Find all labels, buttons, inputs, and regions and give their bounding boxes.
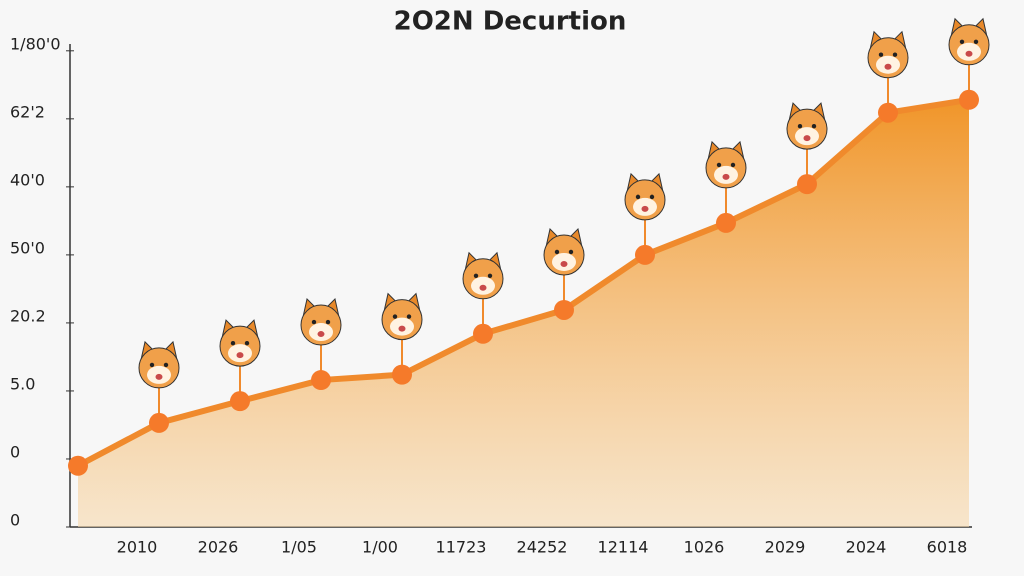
shiba-eye [649, 194, 655, 200]
marker [230, 391, 250, 412]
shiba-eye [473, 273, 479, 278]
x-tick-label: 2024 [846, 538, 887, 557]
x-tick-label: 1/05 [281, 538, 317, 557]
shiba-eye [244, 340, 250, 346]
marker [797, 174, 817, 195]
x-tick-label: 1/00 [362, 538, 398, 557]
shiba-eye [392, 314, 398, 319]
shiba-eye [635, 194, 641, 200]
shiba-eye [163, 362, 169, 368]
y-tick-label: 0 [10, 511, 20, 530]
shiba-mouth [236, 352, 244, 359]
shiba-mouth [398, 325, 406, 332]
marker [473, 323, 493, 344]
shiba-mouth [155, 373, 163, 380]
shiba-eye [959, 39, 965, 44]
shiba-eye [487, 273, 493, 278]
shiba-mouth [641, 205, 649, 212]
x-tick-label: 6018 [927, 538, 968, 557]
shiba-eye [730, 162, 736, 168]
shiba-eye [149, 362, 155, 368]
x-tick-label: 24252 [517, 538, 568, 557]
area-fill [78, 99, 969, 528]
shiba-eye [554, 249, 560, 255]
shiba-mouth [479, 284, 487, 291]
shiba-mouth [965, 50, 973, 57]
x-tick-label: 1026 [684, 538, 725, 557]
shiba-eye [716, 162, 722, 168]
shiba-eye [878, 52, 884, 57]
marker [635, 244, 655, 265]
shiba-eye [973, 39, 979, 44]
shiba-mouth [560, 260, 568, 267]
shiba-eye [568, 249, 574, 255]
y-tick-label: 62'2 [10, 102, 45, 121]
y-tick-label: 50'0 [10, 238, 45, 257]
shiba-mouth [803, 135, 811, 142]
shiba-eye [406, 314, 412, 319]
x-tick-label: 2010 [117, 538, 158, 557]
chart-title: 2O2N Decurtion [394, 7, 627, 37]
marker [149, 412, 169, 433]
marker [311, 370, 331, 391]
shiba-eye [811, 123, 817, 129]
x-tick-label: 11723 [436, 538, 487, 557]
line [76, 96, 970, 469]
shiba-eye [311, 319, 317, 325]
marker [68, 455, 88, 476]
shiba-mouth [722, 173, 730, 180]
marker [878, 102, 898, 123]
shiba-eye [892, 52, 898, 57]
y-tick-label: 20.2 [10, 306, 46, 325]
marker [716, 212, 736, 233]
shiba-eye [797, 123, 803, 129]
marker [554, 299, 574, 320]
x-tick-label: 2029 [765, 538, 806, 557]
y-tick-label: 5.0 [10, 374, 35, 393]
shiba-eye [325, 319, 331, 325]
y-tick-label: 1/80'0 [10, 34, 61, 53]
x-tick-label: 12114 [598, 538, 649, 557]
x-tick-label: 2026 [198, 538, 239, 557]
shiba-mouth [317, 331, 325, 338]
marker [959, 89, 979, 110]
y-tick-label: 0 [10, 442, 20, 461]
shiba-eye [230, 340, 236, 346]
y-tick-label: 40'0 [10, 170, 45, 189]
marker [392, 364, 412, 385]
shiba-mouth [884, 63, 892, 70]
